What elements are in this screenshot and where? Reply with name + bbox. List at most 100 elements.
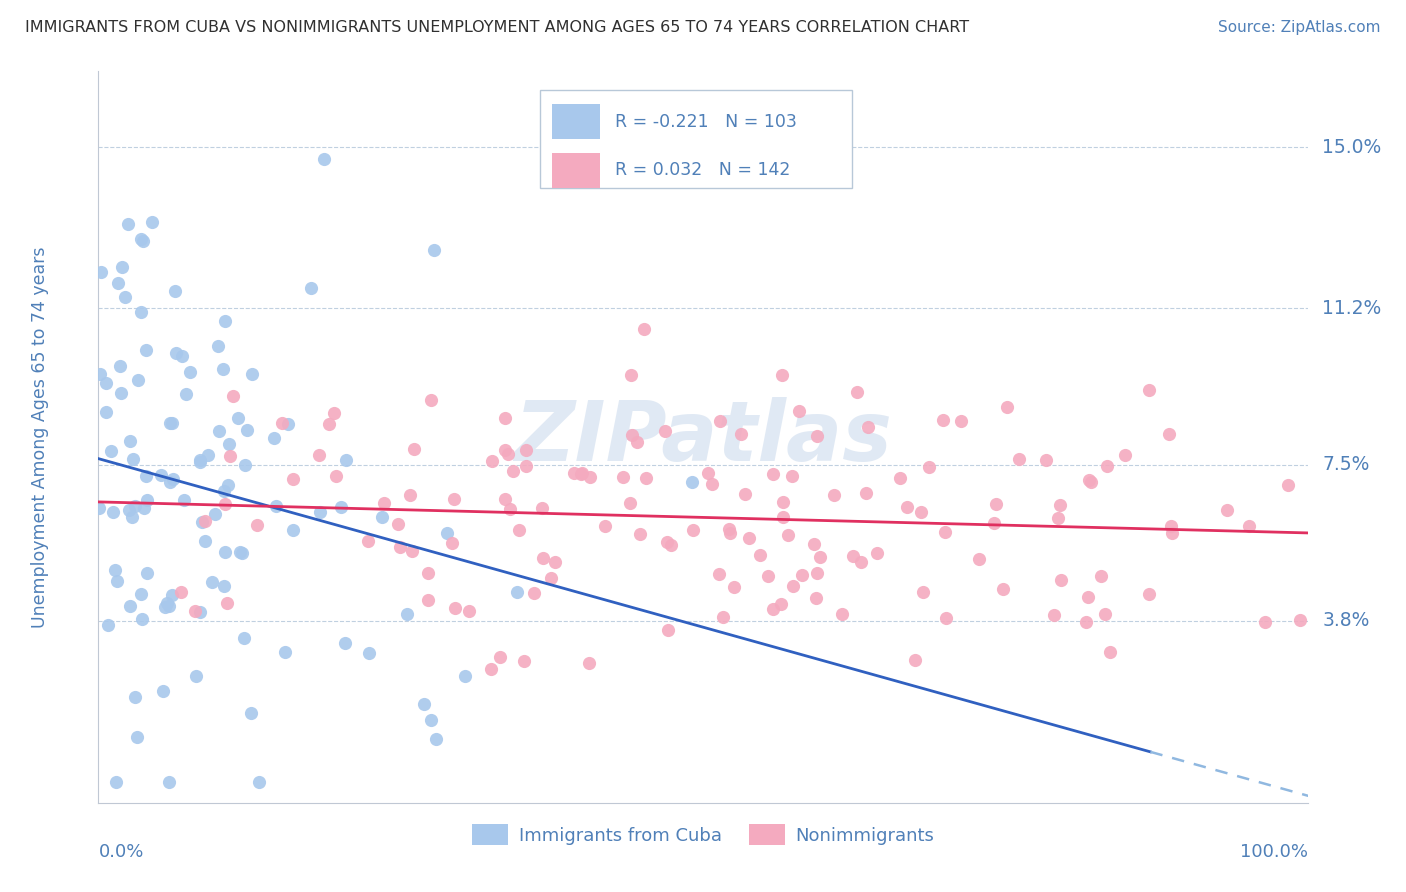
Point [544,555,567,569]
Point [277,417,299,432]
Point [132,234,155,248]
Point [100,443,122,458]
Point [191,515,214,529]
Point [135,468,157,483]
Point [934,524,956,539]
Point [229,545,252,559]
Point [479,662,502,676]
FancyBboxPatch shape [540,90,852,188]
Point [918,459,941,474]
Point [910,505,932,519]
Point [233,458,256,472]
Point [1137,383,1160,397]
Point [163,285,186,299]
Point [218,436,240,450]
Point [335,636,357,650]
Point [359,646,381,660]
Point [778,528,800,542]
Point [443,600,465,615]
Point [235,423,257,437]
Point [717,523,740,537]
Point [214,578,236,592]
Point [281,472,304,486]
Point [621,427,644,442]
Point [129,587,152,601]
Point [1090,568,1112,582]
Point [1114,448,1136,462]
Point [1080,475,1102,490]
Point [949,414,972,428]
Point [593,519,616,533]
Point [738,531,761,545]
Text: 11.2%: 11.2% [1322,299,1381,318]
Point [1094,607,1116,621]
Point [571,467,593,481]
Point [188,605,211,619]
Point [318,417,340,431]
Point [217,478,239,492]
Point [129,304,152,318]
Point [489,649,512,664]
Point [931,413,953,427]
Point [395,607,418,622]
Point [634,471,657,485]
Point [619,496,641,510]
Point [371,509,394,524]
Point [912,584,935,599]
Point [418,566,440,580]
Point [201,574,224,589]
Point [481,454,503,468]
Point [772,510,794,524]
Point [578,656,600,670]
Point [866,546,889,560]
Point [856,420,879,434]
Point [770,368,793,382]
Point [389,540,412,554]
Point [513,654,536,668]
Point [314,153,336,167]
Point [762,467,785,481]
Point [274,645,297,659]
Point [197,448,219,462]
Point [218,449,240,463]
Point [506,585,529,599]
Point [620,368,643,383]
Point [188,455,211,469]
Point [96,405,118,419]
Point [188,453,211,467]
Point [325,468,347,483]
Point [162,472,184,486]
Point [423,243,446,257]
Point [711,610,734,624]
Point [846,385,869,400]
Point [232,631,254,645]
Point [125,730,148,744]
Point [896,500,918,514]
Text: 7.5%: 7.5% [1322,455,1369,474]
Point [782,468,804,483]
Point [87,501,110,516]
Point [889,470,911,484]
Point [1077,473,1099,487]
Point [330,500,353,514]
Point [792,567,814,582]
Point [655,534,678,549]
Point [174,387,197,401]
Point [1035,453,1057,467]
Point [612,470,634,484]
Point [104,563,127,577]
Point [105,574,128,588]
Point [308,448,330,462]
Point [121,451,143,466]
Point [156,596,179,610]
Point [135,492,157,507]
Point [97,618,120,632]
Text: R = 0.032   N = 142: R = 0.032 N = 142 [614,161,790,179]
Point [194,514,217,528]
Point [823,488,845,502]
Point [131,232,153,246]
Point [110,385,132,400]
Point [420,714,443,728]
Point [1254,615,1277,630]
Point [1074,615,1097,629]
